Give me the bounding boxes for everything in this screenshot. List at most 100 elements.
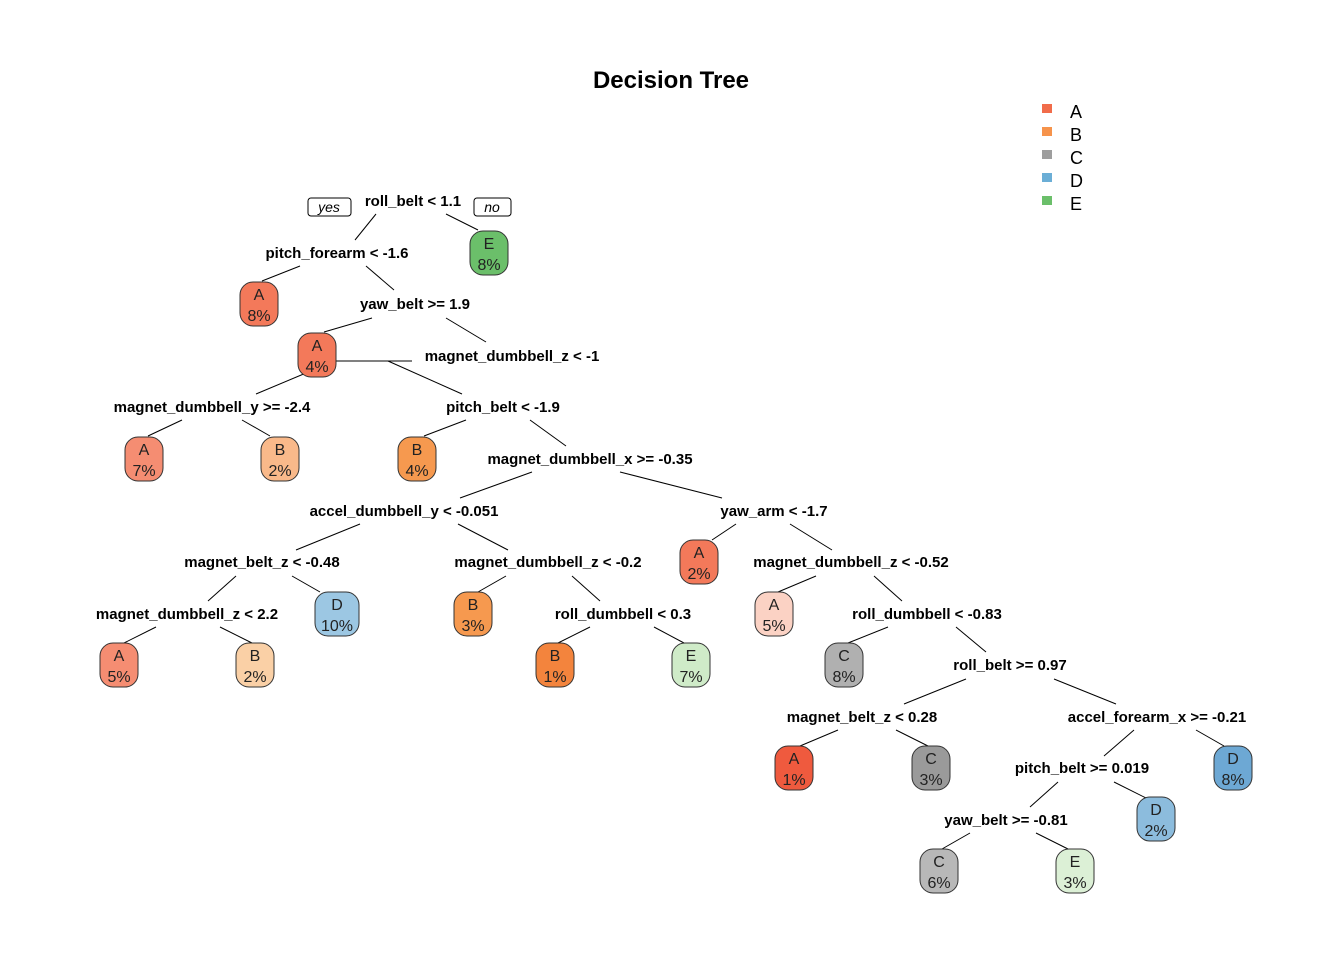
leaf-node: A 5% bbox=[99, 642, 139, 688]
edge bbox=[323, 317, 373, 333]
leaf-class: B bbox=[468, 597, 479, 614]
leaf-box bbox=[774, 745, 814, 791]
leaf-percent: 4% bbox=[305, 359, 328, 376]
edge bbox=[571, 575, 601, 602]
leaf-class: E bbox=[484, 236, 495, 253]
leaf-node: B 4% bbox=[397, 436, 437, 482]
legend-label-d: D bbox=[1070, 171, 1083, 191]
edge bbox=[1035, 832, 1069, 850]
split-label: magnet_dumbbell_z < -0.2 bbox=[454, 554, 641, 571]
leaf-percent: 4% bbox=[405, 463, 428, 480]
split-label: magnet_belt_z < 0.28 bbox=[787, 709, 937, 726]
edge bbox=[1195, 729, 1225, 747]
leaf-box bbox=[824, 642, 864, 688]
leaf-box bbox=[99, 642, 139, 688]
no-box bbox=[473, 197, 512, 217]
split-label: magnet_dumbbell_z < -0.52 bbox=[753, 554, 948, 571]
leaf-node: C 8% bbox=[824, 642, 864, 688]
split-label: yaw_belt >= 1.9 bbox=[360, 296, 470, 313]
edge bbox=[147, 419, 183, 437]
leaf-percent: 3% bbox=[1063, 875, 1086, 892]
edge bbox=[1029, 781, 1059, 808]
leaf-class: B bbox=[250, 648, 261, 665]
leaf-class: C bbox=[925, 751, 937, 768]
leaf-node: A 5% bbox=[754, 591, 794, 637]
split-label: magnet_dumbbell_x >= -0.35 bbox=[487, 451, 692, 468]
legend-swatch-d bbox=[1042, 173, 1052, 182]
legend-label-b: B bbox=[1070, 125, 1082, 145]
leaf-class: A bbox=[312, 338, 323, 355]
leaf-node: D 8% bbox=[1213, 745, 1253, 791]
leaf-class: B bbox=[412, 442, 423, 459]
edge bbox=[295, 523, 361, 551]
leaf-box bbox=[1213, 745, 1253, 791]
edge bbox=[941, 832, 971, 850]
leaf-class: A bbox=[694, 545, 705, 562]
leaf-class: A bbox=[769, 597, 780, 614]
edge bbox=[477, 575, 507, 593]
split-label: accel_forearm_x >= -0.21 bbox=[1068, 709, 1246, 726]
leaf-percent: 8% bbox=[477, 257, 500, 274]
leaf-class: E bbox=[686, 648, 697, 665]
leaf-percent: 7% bbox=[679, 669, 702, 686]
leaf-node: A 7% bbox=[124, 436, 164, 482]
split-label: magnet_dumbbell_z < 2.2 bbox=[96, 606, 278, 623]
leaf-percent: 8% bbox=[832, 669, 855, 686]
split-label: roll_dumbbell < 0.3 bbox=[555, 606, 691, 623]
split-label: magnet_belt_z < -0.48 bbox=[184, 554, 339, 571]
edge bbox=[423, 419, 467, 437]
legend-label-c: C bbox=[1070, 148, 1083, 168]
leaf-node: A 2% bbox=[679, 539, 719, 585]
edge bbox=[1113, 781, 1147, 799]
edge bbox=[955, 626, 987, 653]
leaf-box bbox=[397, 436, 437, 482]
leaf-class: C bbox=[933, 854, 945, 871]
leaf-box bbox=[919, 848, 959, 894]
leaf-node: B 2% bbox=[260, 436, 300, 482]
leaf-percent: 2% bbox=[1144, 823, 1167, 840]
leaf-percent: 7% bbox=[132, 463, 155, 480]
leaf-class: E bbox=[1070, 854, 1081, 871]
leaf-percent: 6% bbox=[927, 875, 950, 892]
edge bbox=[799, 729, 839, 747]
edge bbox=[241, 419, 271, 437]
leaf-class: D bbox=[331, 597, 343, 614]
legend: A B C D E bbox=[1042, 102, 1083, 214]
edge bbox=[777, 575, 817, 593]
legend-swatch-a bbox=[1042, 104, 1052, 113]
legend-label-e: E bbox=[1070, 194, 1082, 214]
edge bbox=[557, 626, 591, 644]
edge bbox=[895, 729, 929, 747]
leaf-class: C bbox=[838, 648, 850, 665]
leaf-box bbox=[469, 230, 509, 276]
leaf-percent: 3% bbox=[919, 772, 942, 789]
legend-swatch-c bbox=[1042, 150, 1052, 159]
leaf-node: D 10% bbox=[314, 591, 360, 637]
split-label: yaw_belt >= -0.81 bbox=[944, 812, 1067, 829]
leaf-class: A bbox=[114, 648, 125, 665]
split-label: roll_belt >= 0.97 bbox=[953, 657, 1066, 674]
yes-box bbox=[307, 197, 352, 217]
split-label: magnet_dumbbell_z < -1 bbox=[425, 348, 600, 365]
leaf-box bbox=[297, 332, 337, 378]
leaf-box bbox=[911, 745, 951, 791]
leaf-class: D bbox=[1227, 751, 1239, 768]
edge bbox=[847, 626, 889, 644]
leaf-box bbox=[535, 642, 575, 688]
split-label: accel_dumbbell_y < -0.051 bbox=[310, 503, 499, 520]
leaf-node: E 8% bbox=[469, 230, 509, 276]
edge bbox=[1053, 678, 1117, 705]
legend-label-a: A bbox=[1070, 102, 1082, 122]
leaf-box bbox=[1055, 848, 1095, 894]
edge bbox=[207, 575, 237, 602]
leaf-box bbox=[679, 539, 719, 585]
split-label: pitch_forearm < -1.6 bbox=[266, 245, 409, 262]
edge bbox=[529, 419, 567, 447]
legend-swatch-e bbox=[1042, 196, 1052, 205]
edge bbox=[619, 471, 723, 499]
leaf-class: A bbox=[789, 751, 800, 768]
leaf-box bbox=[239, 281, 279, 327]
split-label: magnet_dumbbell_y >= -2.4 bbox=[114, 399, 311, 416]
tree-edges bbox=[123, 213, 1225, 850]
edge bbox=[711, 523, 737, 541]
